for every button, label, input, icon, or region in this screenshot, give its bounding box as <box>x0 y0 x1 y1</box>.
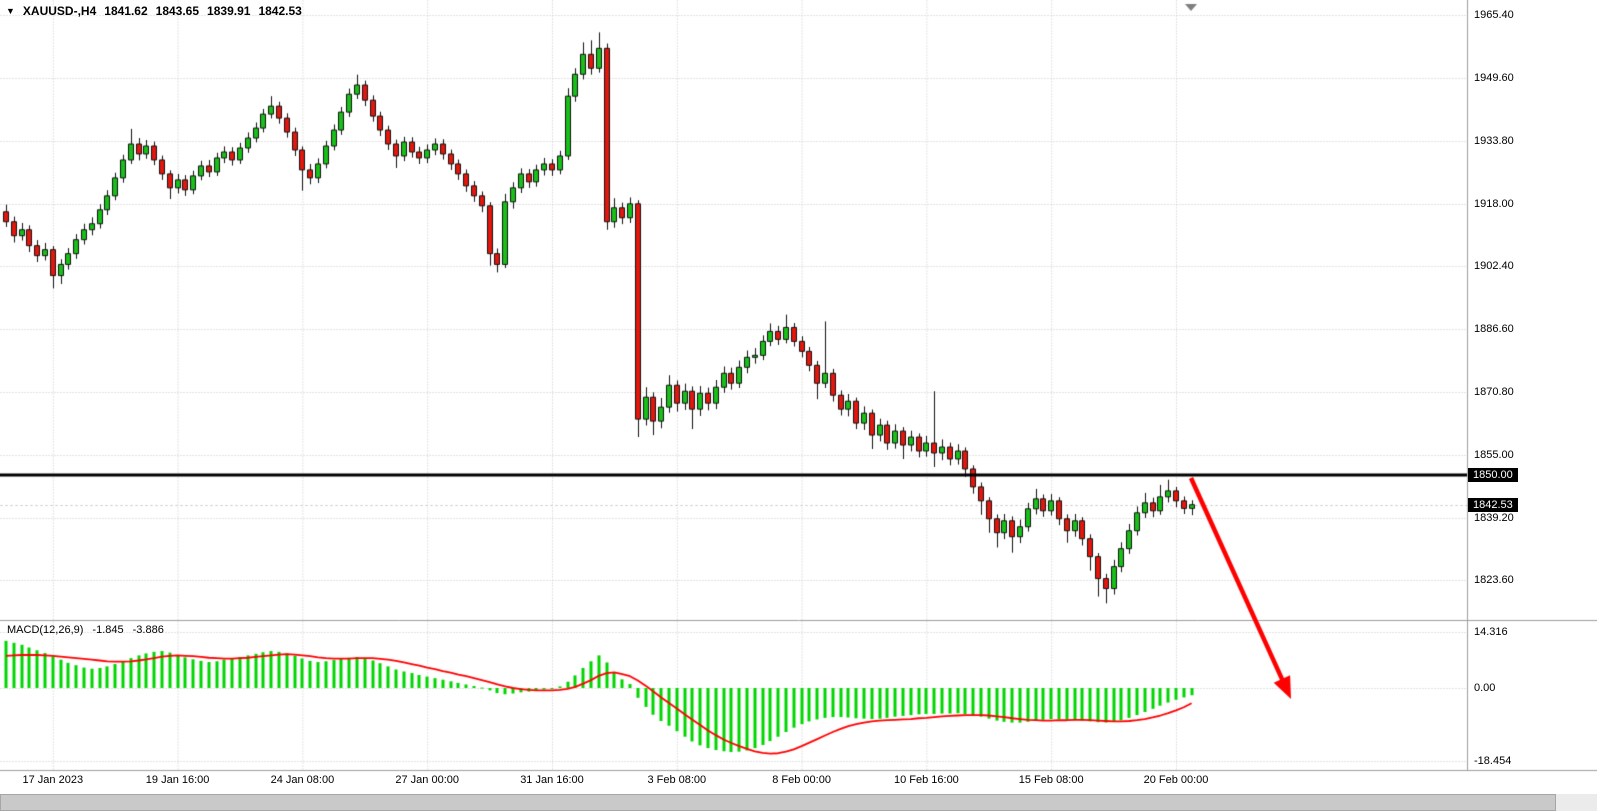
time-axis-label: 19 Jan 16:00 <box>145 774 210 786</box>
price-axis-label: 1933.80 <box>1474 134 1514 147</box>
horizontal-scrollbar[interactable] <box>0 794 1597 811</box>
macd-title: MACD(12,26,9) <box>7 624 84 636</box>
time-axis-label: 24 Jan 08:00 <box>270 774 335 786</box>
macd-signal-value: -3.886 <box>132 624 164 636</box>
time-axis-label: 27 Jan 00:00 <box>395 774 459 786</box>
time-axis-label: 17 Jan 2023 <box>22 774 84 786</box>
scrollbar-thumb[interactable] <box>0 794 1556 811</box>
macd-indicator-label: MACD(12,26,9) -1.845 -3.886 <box>7 624 164 636</box>
macd-axis-label: 14.316 <box>1474 625 1508 638</box>
price-tag-1850: 1850.00 <box>1468 467 1518 482</box>
macd-axis-label: 0.00 <box>1474 682 1496 694</box>
price-axis-label: 1855.00 <box>1474 449 1514 461</box>
price-axis-label: 1839.20 <box>1474 511 1514 524</box>
time-axis[interactable]: 17 Jan 2023 19 Jan 16:00 24 Jan 08:00 27 Ja… <box>0 771 1467 793</box>
ohlc-high: 1843.65 <box>155 4 200 18</box>
time-axis-label: 8 Feb 00:00 <box>772 774 831 786</box>
price-tag-bid: 1842.53 <box>1468 497 1518 512</box>
ohlc-close: 1842.53 <box>258 4 302 18</box>
symbol-dropdown-icon[interactable]: ▼ <box>6 6 15 16</box>
price-axis-label: 1949.60 <box>1474 71 1514 84</box>
price-axis-label: 1918.00 <box>1474 197 1514 210</box>
time-axis-label: 20 Feb 00:00 <box>1143 774 1209 786</box>
time-axis-label: 31 Jan 16:00 <box>520 774 584 786</box>
symbol-name: XAUUSD-,H4 <box>22 4 97 18</box>
macd-axis-label: -18.454 <box>1474 754 1512 767</box>
price-axis-label: 1823.60 <box>1474 574 1514 587</box>
price-axis[interactable]: 1965.40 1949.60 1933.80 1918.00 1902.40 1886.… <box>1469 0 1596 770</box>
macd-main-value: -1.845 <box>92 624 124 636</box>
price-axis-label: 1870.80 <box>1474 386 1514 398</box>
time-axis-label: 15 Feb 08:00 <box>1018 774 1084 786</box>
price-axis-label: 1965.40 <box>1474 8 1514 21</box>
ohlc-low: 1839.91 <box>207 4 251 18</box>
time-axis-label: 3 Feb 08:00 <box>647 774 707 786</box>
ohlc-open: 1841.62 <box>104 4 148 18</box>
symbol-info: ▼ XAUUSD-,H4 1841.62 1843.65 1839.91 184… <box>6 4 302 18</box>
time-axis-label: 10 Feb 16:00 <box>893 774 959 786</box>
price-axis-label: 1886.60 <box>1474 323 1514 335</box>
price-axis-label: 1902.40 <box>1474 260 1514 273</box>
